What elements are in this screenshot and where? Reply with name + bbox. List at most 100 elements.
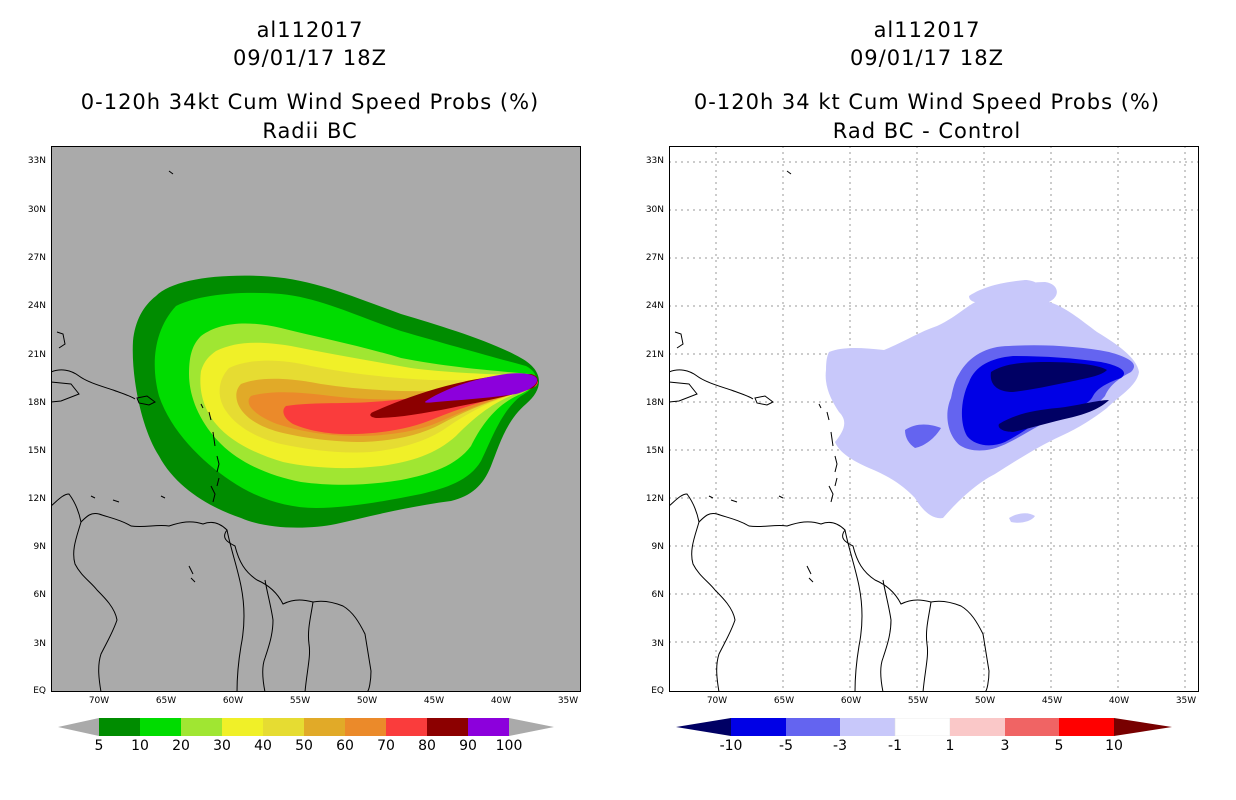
left-cbar-label-10: 10	[131, 738, 149, 754]
left-cbar-label-40: 40	[254, 738, 272, 754]
left-lat-9n: 9N	[33, 542, 46, 552]
colorbar-swatch-3-5	[1005, 718, 1059, 736]
colorbar-swatch-minus5-minus3	[786, 718, 840, 736]
left-cbar-label-60: 60	[336, 738, 354, 754]
colorbar-swatch-20-30	[181, 718, 222, 736]
colorbar-arrow-high	[509, 718, 554, 736]
left-lat-27n: 27N	[27, 253, 46, 263]
left-cbar-label-50: 50	[295, 738, 313, 754]
diff-contour-minus1-south	[1009, 513, 1035, 523]
left-title: 0-120h 34kt Cum Wind Speed Probs (%)	[80, 90, 540, 114]
diff-contour-minus1-north	[969, 280, 1042, 303]
right-title: 0-120h 34 kt Cum Wind Speed Probs (%)	[693, 90, 1161, 114]
right-lat-eq: EQ	[651, 686, 664, 696]
left-lat-3n: 3N	[33, 639, 46, 649]
right-difference-map	[669, 146, 1199, 692]
left-cbar-label-30: 30	[213, 738, 231, 754]
left-lon-50w: 50W	[356, 696, 378, 706]
colorbar-arrow-high	[1114, 718, 1172, 736]
colorbar-swatch-30-40	[222, 718, 263, 736]
left-lat-12n: 12N	[27, 494, 46, 504]
right-storm-id: al112017	[873, 18, 981, 42]
left-lon-70w: 70W	[88, 696, 110, 706]
colorbar-swatch-5-10	[99, 718, 140, 736]
left-lon-60w: 60W	[222, 696, 244, 706]
right-cbar-label-1: 1	[945, 738, 955, 754]
right-lat-3n: 3N	[651, 639, 664, 649]
right-coastlines	[669, 170, 990, 692]
right-cbar-label-minus3: -3	[833, 738, 847, 754]
left-map-frame	[51, 146, 581, 692]
colorbar-swatch-minus1-1	[894, 718, 951, 736]
colorbar-swatch-90-100	[468, 718, 509, 736]
left-lat-30n: 30N	[27, 205, 46, 215]
right-lon-40w: 40W	[1108, 696, 1130, 706]
right-cbar-label-5: 5	[1054, 738, 1064, 754]
diff-contour-minus3-tail	[905, 424, 941, 448]
right-lon-50w: 50W	[974, 696, 996, 706]
right-lon-55w: 55W	[907, 696, 929, 706]
right-lat-27n: 27N	[645, 253, 664, 263]
left-colorbar	[58, 718, 554, 736]
left-storm-id: al112017	[256, 18, 364, 42]
right-lon-35w: 35W	[1175, 696, 1197, 706]
left-lat-eq: EQ	[33, 686, 46, 696]
right-datetime: 09/01/17 18Z	[849, 46, 1005, 70]
left-lon-65w: 65W	[155, 696, 177, 706]
right-cbar-label-minus5: -5	[779, 738, 793, 754]
left-cbar-label-70: 70	[377, 738, 395, 754]
right-cbar-label-10: 10	[1105, 738, 1123, 754]
right-map-frame	[669, 146, 1199, 692]
right-lat-15n: 15N	[645, 446, 664, 456]
prob-contour-90	[425, 373, 538, 403]
right-lat-24n: 24N	[645, 301, 664, 311]
left-cbar-label-80: 80	[418, 738, 436, 754]
right-lat-30n: 30N	[645, 205, 664, 215]
colorbar-swatch-minus3-minus1	[840, 718, 895, 736]
right-lon-70w: 70W	[706, 696, 728, 706]
colorbar-swatch-60-70	[345, 718, 386, 736]
right-cbar-label-minus10: -10	[719, 738, 743, 754]
colorbar-swatch-50-60	[304, 718, 345, 736]
colorbar-swatch-10-20	[140, 718, 181, 736]
right-lat-33n: 33N	[645, 156, 664, 166]
left-lon-35w: 35W	[557, 696, 579, 706]
colorbar-swatch-40-50	[263, 718, 304, 736]
left-coastlines	[51, 170, 372, 692]
left-cbar-label-100: 100	[495, 738, 523, 754]
right-subtitle: Rad BC - Control	[832, 119, 1022, 143]
left-lat-15n: 15N	[27, 446, 46, 456]
right-lat-18n: 18N	[645, 398, 664, 408]
left-lon-40w: 40W	[490, 696, 512, 706]
right-lat-6n: 6N	[651, 590, 664, 600]
left-lon-55w: 55W	[289, 696, 311, 706]
colorbar-swatch-1-3	[950, 718, 1005, 736]
left-subtitle: Radii BC	[262, 119, 358, 143]
left-cbar-label-5: 5	[94, 738, 104, 754]
right-cbar-label-minus1: -1	[888, 738, 902, 754]
left-lat-33n: 33N	[27, 156, 46, 166]
left-lon-45w: 45W	[423, 696, 445, 706]
right-lat-12n: 12N	[645, 494, 664, 504]
diff-contour-minus10-b	[998, 400, 1109, 432]
left-lat-6n: 6N	[33, 590, 46, 600]
left-datetime: 09/01/17 18Z	[232, 46, 388, 70]
right-lat-9n: 9N	[651, 542, 664, 552]
right-lon-45w: 45W	[1041, 696, 1063, 706]
colorbar-swatch-minus10-minus5	[731, 718, 786, 736]
colorbar-arrow-low	[676, 718, 731, 736]
left-cbar-label-90: 90	[459, 738, 477, 754]
colorbar-swatch-80-90	[427, 718, 468, 736]
left-probability-map	[51, 146, 581, 692]
right-lat-21n: 21N	[645, 350, 664, 360]
colorbar-swatch-5-10	[1059, 718, 1114, 736]
colorbar-arrow-low	[58, 718, 99, 736]
right-colorbar	[676, 718, 1172, 736]
left-lat-18n: 18N	[27, 398, 46, 408]
right-cbar-label-3: 3	[1000, 738, 1010, 754]
left-lat-21n: 21N	[27, 350, 46, 360]
diff-contour-minus10-a	[990, 362, 1107, 392]
left-lat-24n: 24N	[27, 301, 46, 311]
right-lon-60w: 60W	[840, 696, 862, 706]
right-lon-65w: 65W	[773, 696, 795, 706]
